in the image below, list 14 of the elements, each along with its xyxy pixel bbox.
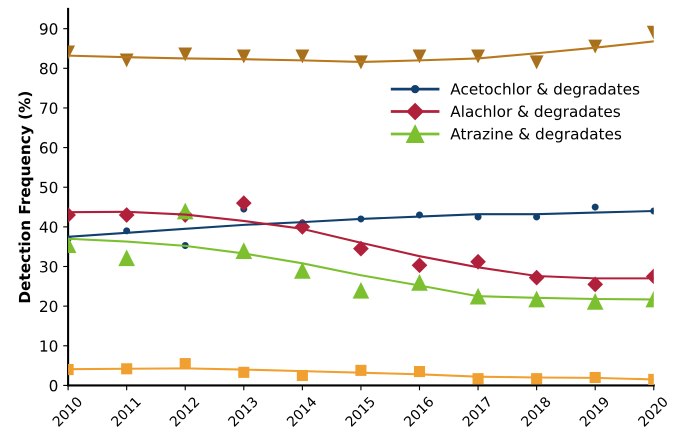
- legend-label: Alachlor & degradates: [450, 105, 620, 120]
- y-tick-label: 40: [40, 221, 58, 233]
- y-tick-label: 30: [40, 260, 58, 273]
- y-tick-label: 10: [40, 340, 58, 352]
- y-tick-label: 20: [40, 300, 58, 312]
- y-tick-label: 50: [40, 182, 58, 194]
- y-tick-label: 90: [40, 23, 58, 35]
- y-tick-label: 80: [40, 62, 58, 74]
- legend-label: Atrazine & degradates: [450, 128, 622, 142]
- y-tick-label: 0: [50, 380, 58, 392]
- legend-label: Acetochlor & degradates: [450, 82, 640, 98]
- y-axis-title: Detection Frequency (%): [18, 92, 34, 302]
- y-tick-label: 70: [40, 102, 58, 114]
- y-tick-label: 60: [40, 142, 58, 154]
